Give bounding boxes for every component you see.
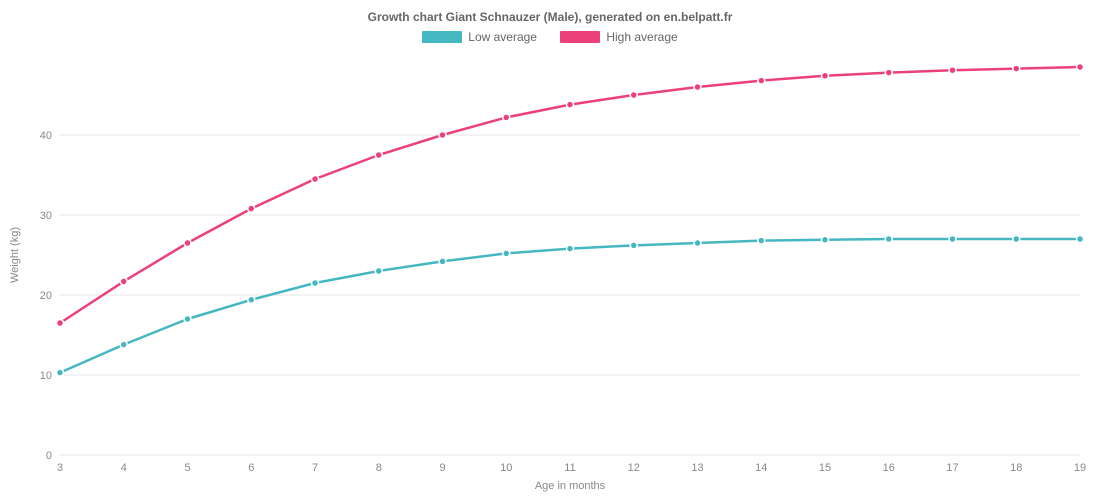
svg-text:9: 9 (439, 462, 445, 474)
svg-text:17: 17 (946, 462, 958, 474)
svg-text:20: 20 (40, 290, 52, 302)
svg-text:4: 4 (121, 462, 127, 474)
chart-plot-area: 0 10 20 30 40 3 4 5 6 7 8 9 10 11 12 13 14 15 16 17 18 19 Age … (0, 0, 1100, 500)
svg-text:5: 5 (184, 462, 190, 474)
svg-text:Age in months: Age in months (535, 480, 606, 492)
svg-text:3: 3 (57, 462, 63, 474)
svg-text:30: 30 (40, 210, 52, 222)
svg-text:13: 13 (691, 462, 703, 474)
svg-text:8: 8 (376, 462, 382, 474)
svg-text:12: 12 (628, 462, 640, 474)
svg-text:0: 0 (46, 450, 52, 462)
svg-text:14: 14 (755, 462, 767, 474)
svg-text:40: 40 (40, 130, 52, 142)
svg-text:Weight (kg): Weight (kg) (9, 227, 21, 283)
svg-text:19: 19 (1074, 462, 1086, 474)
svg-text:16: 16 (883, 462, 895, 474)
svg-text:15: 15 (819, 462, 831, 474)
growth-chart: Growth chart Giant Schnauzer (Male), gen… (0, 0, 1100, 500)
svg-text:11: 11 (564, 462, 575, 474)
svg-text:7: 7 (312, 462, 318, 474)
svg-text:10: 10 (500, 462, 512, 474)
svg-text:18: 18 (1010, 462, 1022, 474)
svg-text:6: 6 (248, 462, 254, 474)
svg-text:10: 10 (40, 370, 52, 382)
